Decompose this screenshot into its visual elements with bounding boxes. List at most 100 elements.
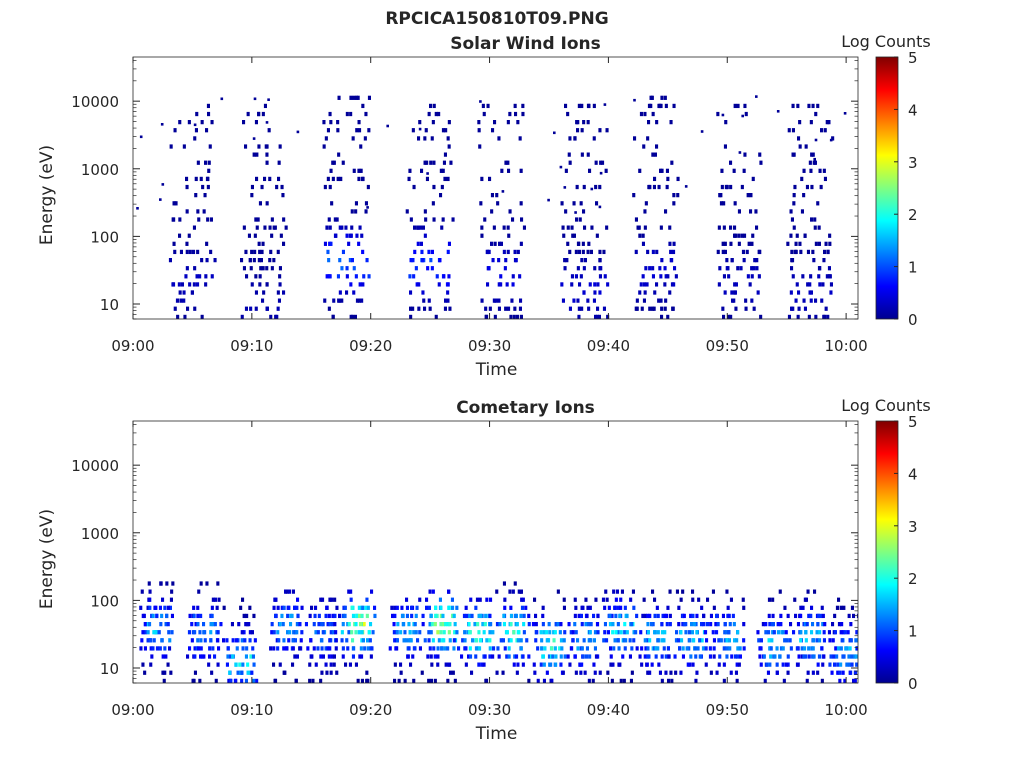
bin <box>477 630 481 635</box>
bin <box>603 622 607 627</box>
bin <box>664 103 668 109</box>
bin <box>190 638 194 643</box>
bin <box>842 654 846 659</box>
bin <box>564 103 568 109</box>
bin <box>855 646 858 651</box>
bin <box>857 638 858 643</box>
bin <box>352 95 356 100</box>
bin <box>798 120 802 125</box>
bin <box>278 662 282 667</box>
bin <box>242 225 246 230</box>
bin <box>767 630 771 635</box>
bin <box>571 638 575 643</box>
bin <box>430 266 434 271</box>
bin <box>369 622 373 627</box>
bin <box>734 233 738 238</box>
bin <box>204 282 208 287</box>
bin <box>423 160 427 165</box>
bin <box>373 613 377 619</box>
bin <box>250 184 254 190</box>
bin <box>447 241 451 246</box>
bin <box>592 136 596 141</box>
bin <box>816 670 820 675</box>
bin <box>433 678 437 683</box>
bin <box>495 589 499 594</box>
bin <box>714 622 718 627</box>
bin <box>336 274 340 279</box>
bin <box>349 314 353 319</box>
bin <box>716 111 720 117</box>
bin <box>244 654 248 659</box>
bin <box>493 241 497 246</box>
bin <box>508 111 512 117</box>
bin <box>170 589 174 594</box>
bin <box>143 622 147 627</box>
bin <box>369 654 373 659</box>
bin <box>258 282 262 287</box>
bin <box>721 613 725 619</box>
bin <box>357 176 361 182</box>
bin <box>276 290 280 295</box>
bin <box>677 605 681 610</box>
bin <box>238 662 242 667</box>
bin <box>643 613 647 619</box>
bin <box>482 662 486 667</box>
bin <box>587 678 591 683</box>
bin <box>681 654 685 659</box>
bin <box>506 120 510 125</box>
bin <box>758 152 762 157</box>
bin <box>757 274 761 279</box>
bin <box>210 613 214 619</box>
bin <box>643 290 647 295</box>
x-tick-label: 09:00 <box>111 701 154 719</box>
bin <box>539 662 543 667</box>
bin <box>330 201 334 206</box>
bin <box>194 193 198 198</box>
bin <box>512 630 516 635</box>
y-tick-label: 100 <box>90 592 119 610</box>
bin <box>831 136 835 141</box>
colorbar-tick-label: 5 <box>908 413 918 431</box>
bin <box>511 274 515 279</box>
bin <box>502 622 506 627</box>
bin <box>441 128 445 133</box>
bin <box>288 589 292 594</box>
bin <box>750 298 754 303</box>
bin <box>691 597 695 602</box>
bin <box>437 638 441 643</box>
bin <box>554 662 558 667</box>
bin <box>735 662 739 667</box>
bin <box>407 176 411 182</box>
bin <box>289 622 293 627</box>
burst-15 <box>708 589 746 683</box>
data-bins <box>136 95 847 319</box>
bin <box>854 654 858 659</box>
bin <box>521 662 525 667</box>
bin <box>719 201 723 206</box>
bin <box>602 249 606 255</box>
bin <box>621 654 625 659</box>
bin <box>358 622 362 627</box>
bin <box>490 241 494 246</box>
bin <box>328 111 332 117</box>
bin <box>852 613 856 619</box>
bin <box>704 646 708 651</box>
bin <box>196 622 200 627</box>
bin <box>441 168 445 173</box>
bin <box>206 103 210 109</box>
bin <box>721 306 725 311</box>
bin <box>166 622 170 627</box>
solar-wind-panel: 09:00 09:10 09:20 09:30 09:40 09:50 10:0010100… <box>37 32 931 380</box>
bin <box>700 638 704 643</box>
bin <box>292 630 296 635</box>
bin <box>371 630 375 635</box>
bin <box>724 120 728 125</box>
bin <box>350 209 354 214</box>
bin <box>308 662 312 667</box>
bin <box>507 654 511 659</box>
bin <box>581 605 585 610</box>
bin <box>324 613 328 619</box>
bin <box>196 209 200 214</box>
bin <box>397 678 401 683</box>
bin <box>155 613 159 619</box>
